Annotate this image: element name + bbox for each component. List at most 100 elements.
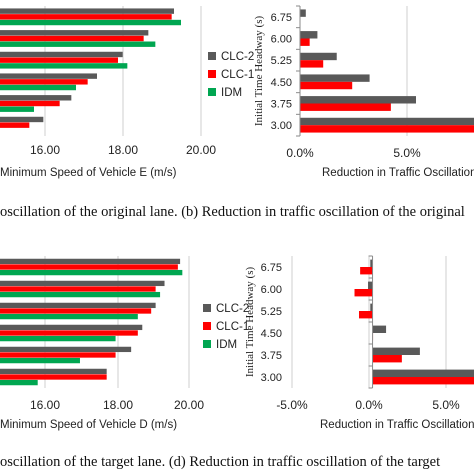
x-tick-label: -5.0%	[276, 398, 308, 412]
y-tick-label: 3.00	[271, 120, 292, 132]
bar-clc-1-6.00	[354, 289, 373, 297]
bar-clc-2-6.75	[370, 259, 373, 267]
bar-clc-2-3.75	[0, 346, 132, 353]
bar-clc-1-3.00	[0, 374, 107, 380]
legend-label-clc-2: CLC-2	[221, 51, 254, 63]
bar-clc-2-6.75	[0, 258, 181, 265]
bar-clc-1-6.75	[360, 267, 373, 275]
y-tick-label: 4.50	[261, 328, 282, 340]
bar-idm-5.25	[0, 313, 138, 320]
bar-clc-1-4.50	[0, 79, 88, 85]
legend-label-clc-1: CLC-1	[216, 321, 249, 333]
bar-clc-1-6.75	[0, 14, 172, 20]
y-tick-label: 6.75	[271, 12, 292, 24]
bar-clc-2-4.50	[300, 74, 370, 82]
bar-clc-2-3.75	[372, 347, 420, 355]
legend-swatch-clc-1	[203, 322, 211, 330]
chart-panel-c: 16.00 18.00 20.00 Minimum Speed of Vehicle …	[0, 256, 249, 431]
bar-clc-2-5.25	[370, 303, 373, 311]
y-tick-label: 5.25	[261, 306, 282, 318]
x-tick-label: 0.0%	[355, 398, 383, 412]
bar-clc-2-6.75	[300, 9, 306, 17]
legend-label-clc-2: CLC-2	[216, 303, 249, 315]
bar-idm-3.00	[0, 379, 38, 386]
bar-clc-2-5.25	[0, 51, 123, 58]
y-axis-label: Initial Time Headway (s)	[244, 267, 256, 378]
bar-clc-1-3.75	[372, 355, 402, 363]
x-axis-label: Minimum Speed of Vehicle E (m/s)	[0, 167, 177, 179]
bar-clc-2-3.00	[372, 369, 474, 377]
x-tick-label: 20.00	[186, 143, 216, 157]
bar-clc-2-3.75	[0, 95, 72, 101]
bar-clc-2-6.00	[0, 30, 149, 36]
bar-idm-4.50	[0, 335, 116, 342]
bar-clc-1-4.50	[0, 330, 138, 336]
bar-clc-1-3.00	[300, 125, 474, 133]
bar-clc-2-4.50	[0, 73, 97, 79]
bar-clc-2-5.25	[0, 302, 156, 309]
bar-clc-2-3.00	[0, 368, 107, 375]
y-tick-label: 6.00	[261, 284, 282, 296]
bar-clc-1-3.75	[0, 100, 60, 107]
bar-clc-2-3.00	[0, 116, 44, 123]
bar-clc-1-6.00	[300, 38, 310, 46]
bar-idm-4.50	[0, 84, 76, 91]
bar-clc-2-6.00	[300, 31, 318, 39]
caption-row-2: oscillation of the target lane. (d) Redu…	[0, 454, 441, 470]
bar-clc-2-4.50	[0, 324, 143, 331]
bar-clc-2-6.00	[0, 280, 165, 287]
bar-idm-3.75	[0, 357, 80, 364]
y-tick-label: 4.50	[271, 77, 292, 89]
legend-label-clc-1: CLC-1	[221, 69, 254, 81]
y-tick-label: 6.75	[261, 262, 282, 274]
legend-swatch-idm	[208, 88, 216, 96]
bar-clc-1-3.00	[372, 377, 474, 385]
x-tick-label: 18.00	[103, 398, 133, 412]
y-axis-label: Initial Time Headway (s)	[253, 16, 265, 127]
x-axis-label: Reduction in Traffic Oscillation (	[322, 167, 474, 179]
x-tick-label: 20.00	[174, 398, 204, 412]
bar-clc-1-6.00	[0, 286, 156, 292]
x-tick-label: 5.0%	[393, 146, 421, 160]
y-tick-label: 3.75	[271, 99, 292, 111]
x-tick-label: 5.0%	[432, 398, 460, 412]
y-tick-label: 6.00	[271, 34, 292, 46]
x-axis-label: Minimum Speed of Vehicle D (m/s)	[0, 419, 177, 431]
x-tick-label: 16.00	[30, 143, 60, 157]
bar-clc-2-3.75	[300, 96, 416, 104]
bar-clc-2-6.00	[368, 281, 373, 289]
legend-swatch-clc-2	[203, 304, 211, 312]
bar-clc-2-5.25	[300, 52, 337, 61]
bar-clc-1-3.00	[0, 122, 30, 128]
bar-idm-3.75	[0, 106, 34, 112]
bar-clc-1-5.25	[359, 311, 373, 319]
bar-clc-1-3.75	[0, 352, 116, 358]
x-tick-label: 16.00	[30, 398, 60, 412]
bar-clc-1-6.75	[0, 264, 178, 270]
bar-idm-6.00	[0, 291, 161, 298]
bar-clc-1-6.00	[0, 35, 144, 42]
bar-clc-1-4.50	[300, 81, 353, 90]
bar-clc-1-5.25	[0, 57, 118, 63]
bar-idm-6.75	[0, 19, 181, 26]
bar-idm-5.25	[0, 63, 128, 69]
chart-panel-d: -5.0% 0.0% 5.0% Reduction in Traffic Oscill…	[244, 255, 474, 431]
chart-panel-b: 0.0% 5.0% Reduction in Traffic Oscillation…	[253, 5, 474, 179]
legend-label-idm: IDM	[216, 339, 237, 351]
bar-clc-2-3.00	[300, 117, 474, 126]
y-tick-label: 3.00	[261, 372, 282, 384]
legend-label-idm: IDM	[221, 87, 242, 99]
bar-clc-1-5.25	[0, 308, 152, 314]
legend-swatch-clc-1	[208, 70, 216, 78]
bar-clc-2-6.75	[0, 8, 174, 14]
x-tick-label: 18.00	[108, 143, 138, 157]
legend-swatch-clc-2	[208, 52, 216, 60]
y-tick-label: 3.75	[261, 350, 282, 362]
bar-idm-6.00	[0, 41, 156, 47]
bar-clc-1-3.75	[300, 103, 391, 111]
y-tick-label: 5.25	[271, 55, 292, 67]
caption-row-1: oscillation of the original lane. (b) Re…	[0, 204, 465, 220]
legend-swatch-idm	[203, 340, 211, 348]
x-tick-label: 0.0%	[286, 146, 314, 160]
